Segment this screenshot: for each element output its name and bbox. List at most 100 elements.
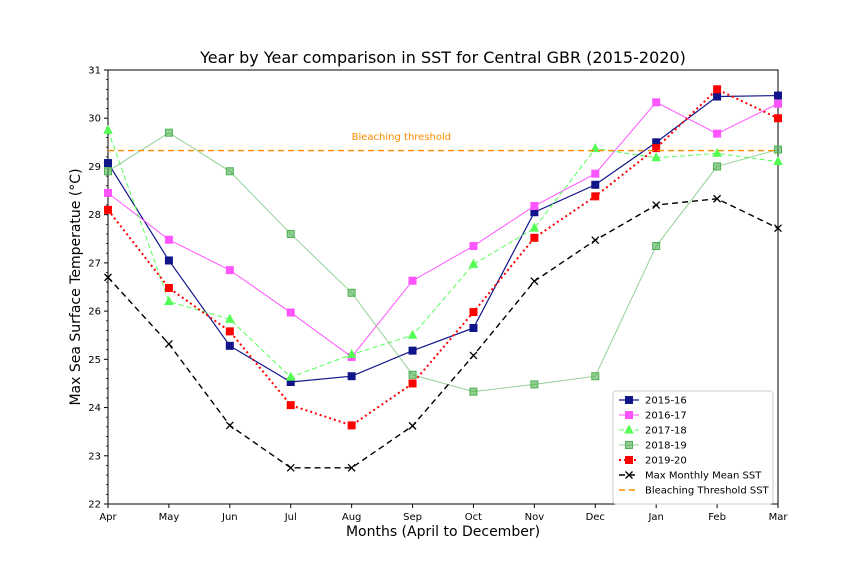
legend-label: 2018-19 [645, 441, 687, 452]
legend-item: 2015-16 [619, 396, 687, 407]
y-tick-label: 27 [88, 258, 101, 269]
data-point [529, 222, 540, 232]
legend-item: 2016-17 [619, 411, 687, 422]
y-tick-label: 31 [88, 66, 101, 77]
x-tick-label: Mar [769, 512, 789, 523]
data-point [285, 371, 296, 381]
data-point [346, 348, 357, 359]
data-point [347, 463, 356, 472]
data-point [225, 266, 234, 275]
data-point [225, 327, 234, 336]
x-tick-label: Aug [342, 512, 362, 523]
data-point [164, 339, 173, 348]
data-point [468, 258, 479, 268]
data-point [225, 167, 234, 176]
data-point [591, 372, 600, 381]
y-tick-label: 29 [88, 162, 101, 173]
legend-marker [624, 424, 634, 434]
series-line [107, 94, 779, 383]
data-point [713, 162, 722, 171]
data-point [652, 98, 661, 107]
y-tick-label: 24 [88, 403, 101, 414]
data-point [347, 372, 356, 381]
chart-title: Year by Year comparison in SST for Centr… [199, 48, 686, 67]
legend-label: 2019-20 [645, 456, 687, 467]
data-point [469, 387, 478, 396]
data-point [408, 379, 417, 388]
legend-item: Max Monthly Mean SST [619, 471, 762, 482]
legend-item: 2019-20 [619, 456, 687, 467]
data-point [286, 229, 295, 238]
x-tick-label: Dec [586, 512, 605, 523]
data-point [224, 313, 235, 323]
series-line [107, 101, 779, 358]
legend-label: 2017-18 [645, 426, 687, 437]
data-point [530, 233, 539, 242]
data-point [347, 288, 356, 297]
data-point [164, 235, 173, 244]
data-point [713, 85, 722, 94]
data-point [591, 192, 600, 201]
data-point [774, 99, 782, 108]
data-point [530, 380, 539, 389]
x-axis-label: Months (April to December) [346, 524, 540, 540]
series-line [107, 88, 779, 427]
series-2018-19 [104, 128, 782, 396]
legend-item: Bleaching Threshold SST [619, 486, 770, 497]
series-line [107, 198, 779, 469]
legend-label: 2015-16 [645, 396, 687, 407]
legend-marker [625, 441, 633, 449]
data-point [530, 201, 539, 210]
x-tick-label: Jul [284, 512, 297, 523]
data-point [104, 159, 112, 168]
data-point [164, 256, 173, 265]
legend-marker [625, 456, 633, 464]
legend-item: 2017-18 [619, 424, 687, 437]
data-point [104, 188, 112, 197]
data-point [408, 421, 417, 430]
data-point [469, 351, 478, 360]
data-point [591, 180, 600, 189]
data-point [164, 283, 173, 292]
bleaching-threshold-annotation: Bleaching threshold [352, 132, 452, 143]
data-point [347, 421, 356, 430]
x-tick-label: May [159, 512, 180, 523]
data-point [104, 167, 112, 176]
data-point [225, 421, 234, 430]
data-point [104, 273, 112, 282]
x-tick-label: Nov [525, 512, 545, 523]
y-axis-label: Max Sea Surface Temperatue (°C) [68, 168, 84, 405]
y-tick-label: 28 [88, 210, 101, 221]
data-point [469, 323, 478, 332]
data-point [164, 295, 174, 305]
x-tick-label: Sep [403, 512, 422, 523]
legend-label: 2016-17 [645, 411, 687, 422]
series-line [107, 130, 779, 378]
plot-area: 22 23 24 25 26 27 28 29 30 31 Apr May Jun Jul Aug Sep Oc… [88, 66, 788, 524]
data-point [530, 277, 539, 286]
plot-frame [107, 69, 779, 505]
series-2017-18 [103, 124, 783, 381]
legend-box [612, 390, 774, 505]
data-point [407, 329, 418, 339]
data-point [652, 144, 661, 153]
data-point [408, 276, 417, 285]
series-line [107, 132, 779, 393]
x-tick-label: Jun [221, 512, 238, 523]
legend-marker [625, 396, 633, 404]
legend-label: Bleaching Threshold SST [645, 486, 770, 497]
data-point [774, 145, 782, 154]
data-point [286, 308, 295, 317]
data-point [774, 224, 782, 233]
data-point [774, 91, 782, 100]
legend-marker [625, 471, 633, 479]
data-point [712, 147, 722, 157]
data-point [408, 346, 417, 355]
x-tick-label: Jan [647, 512, 663, 523]
data-point [225, 341, 234, 350]
data-point [591, 236, 600, 245]
data-point [590, 143, 601, 153]
data-point [652, 201, 661, 209]
legend-label: Max Monthly Mean SST [645, 471, 762, 482]
